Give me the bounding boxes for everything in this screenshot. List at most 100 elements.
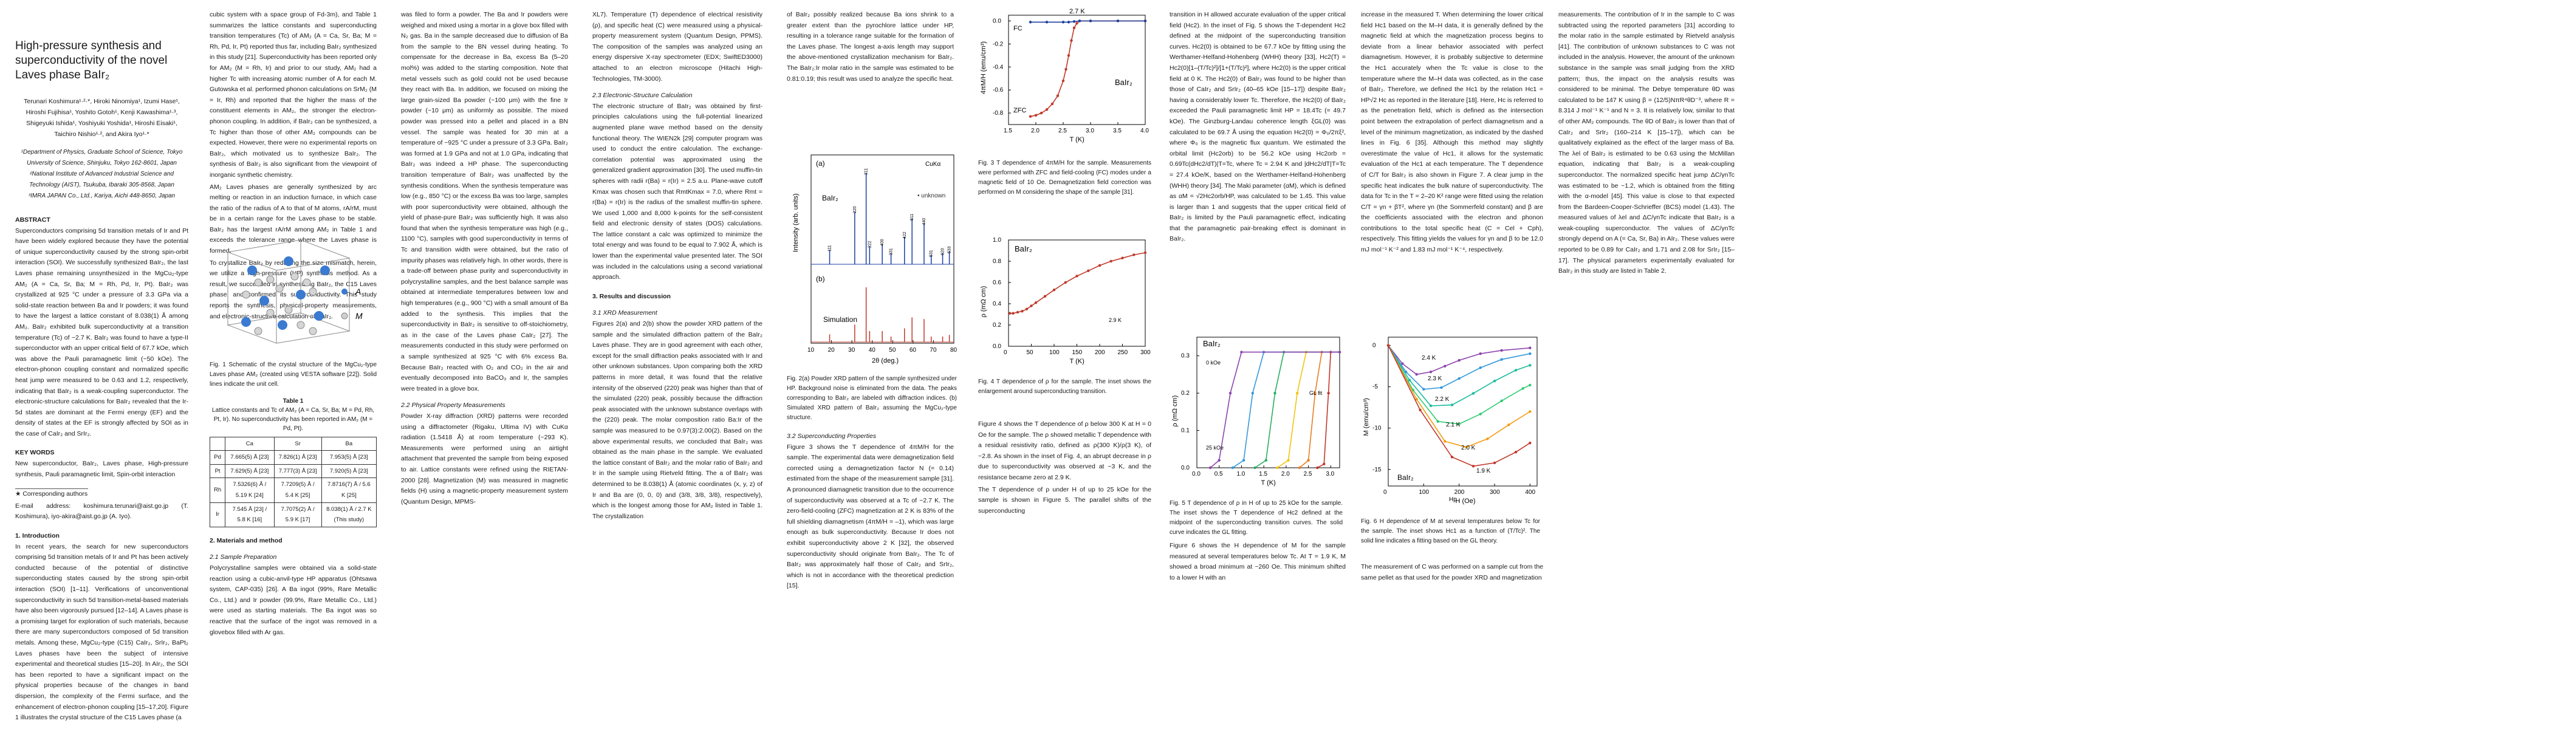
- column-7-lower: Figure 6 shows the H dependence of M for…: [1170, 541, 1346, 584]
- data-point: [1471, 465, 1475, 468]
- x-tick-label: 3.5: [1113, 128, 1122, 134]
- peak-index-label: 400: [880, 239, 885, 246]
- x-tick-label: 100: [1049, 349, 1060, 356]
- series-line: [1232, 351, 1340, 468]
- peak-index-label: 440: [922, 218, 927, 225]
- crystal-structure-figure: A M: [227, 239, 363, 344]
- plot-frame: [1196, 337, 1340, 468]
- series-line: [1276, 351, 1340, 468]
- data-point: [1029, 115, 1032, 118]
- col8-text: increase in the measured T. When determi…: [1361, 11, 1543, 254]
- y-tick-label: -0.8: [993, 110, 1004, 117]
- x-tick-label: 2.0: [1281, 471, 1290, 477]
- data-point: [1415, 397, 1418, 401]
- x-tick-label: 0.0: [1192, 471, 1201, 477]
- abstract-text: Superconductors comprising 5d transition…: [15, 227, 188, 437]
- atom-M: [309, 327, 317, 335]
- panel-a-label: (a): [816, 159, 825, 168]
- data-point: [1500, 349, 1503, 352]
- data-point: [1029, 21, 1032, 24]
- chart-annotation: 25 kOe: [1206, 445, 1224, 451]
- data-point: [1296, 391, 1299, 395]
- data-point: [1087, 269, 1090, 272]
- x-tick-label: 1.5: [1004, 128, 1012, 134]
- chart-annotation: BaIr₂: [1115, 78, 1132, 87]
- x-tick-label: 250: [1118, 349, 1128, 356]
- data-point: [1061, 21, 1065, 24]
- series-line: [1299, 351, 1340, 468]
- peak-index-label: 533: [948, 246, 952, 253]
- data-point: [1143, 19, 1147, 22]
- x-tick-label: 30: [848, 347, 855, 354]
- col8-text-b: The measurement of C was performed on a …: [1361, 563, 1543, 581]
- peak-index-label: 222: [868, 241, 872, 248]
- series-line: [1317, 351, 1340, 468]
- data-point: [1034, 114, 1038, 117]
- x-tick-label: 10: [807, 347, 815, 354]
- atom-A: [278, 320, 287, 330]
- chart-annotation: GL fit: [1309, 390, 1323, 396]
- series-line: [1010, 252, 1146, 314]
- x-tick-label: 3.0: [1086, 128, 1094, 134]
- legend-atom-A: A: [341, 287, 361, 296]
- col2-text-a: cubic system with a space group of Fd-3m…: [210, 11, 377, 179]
- column-6-lower: Figure 4 shows the T dependence of ρ bel…: [978, 419, 1151, 518]
- x-tick-label: 70: [930, 347, 937, 354]
- x-tick-label: 300: [1140, 349, 1151, 356]
- chart-annotation: 1.9 K: [1476, 468, 1491, 474]
- atom-A: [296, 290, 306, 299]
- data-point: [1231, 466, 1234, 470]
- data-point: [1529, 410, 1532, 413]
- data-point: [1061, 79, 1065, 83]
- x-axis-label: 2θ (deg.): [872, 357, 899, 364]
- x-tick-label: 4.0: [1140, 128, 1149, 134]
- x-tick-label: 20: [828, 347, 835, 354]
- data-point: [1521, 387, 1524, 390]
- fig1-caption: Fig. 1 Schematic of the crystal structur…: [210, 361, 377, 388]
- fig6-svg: 0 100 200 300 400 0 -5 -10 -15 H (Oe) M (emu/cm³) 2…: [1363, 337, 1538, 505]
- data-point: [1500, 399, 1503, 403]
- data-point: [1493, 461, 1496, 465]
- data-point: [1116, 19, 1120, 22]
- col5-text: of BaIr₂ possibly realized because Ba io…: [787, 11, 954, 83]
- atom-M: [284, 306, 293, 314]
- atom-M: [242, 290, 250, 299]
- series-line: [1030, 20, 1145, 117]
- affiliation-2: ²National Institute of Advanced Industri…: [29, 171, 174, 188]
- data-point: [1043, 295, 1047, 298]
- data-point: [1075, 275, 1078, 278]
- data-point: [1240, 351, 1243, 354]
- data-point: [1050, 102, 1054, 106]
- chart-annotation: BaIr₂: [1397, 473, 1414, 482]
- atom-A: [241, 317, 251, 327]
- series-line: [1388, 345, 1530, 425]
- series-line: [1388, 345, 1530, 390]
- y-tick-label: -0.2: [993, 41, 1004, 47]
- electronic-structure-subheading: 2.3 Electronic-Structure Calculation: [592, 92, 693, 100]
- chart-annotation: FC: [1013, 25, 1023, 32]
- y-axis-label: Intensity (arb. units): [792, 193, 800, 252]
- y-tick-label: 0.1: [1181, 428, 1190, 434]
- x-tick-label: 50: [1027, 349, 1034, 356]
- data-point: [1479, 412, 1482, 416]
- atom-M: [254, 278, 262, 287]
- keywords-text: New superconductor, BaIr₂, Laves phase, …: [15, 460, 188, 478]
- data-point: [1242, 459, 1245, 462]
- data-point: [1514, 369, 1518, 372]
- x-axis-label: T (K): [1261, 479, 1276, 487]
- keywords-heading: KEY WORDS: [15, 449, 55, 457]
- y-axis-label: 4πM/H (emu/cm³): [980, 41, 987, 94]
- data-point: [1253, 466, 1256, 470]
- col4-text-b: The electronic structure of BaIr₂ was ob…: [592, 102, 762, 281]
- data-point: [1500, 358, 1503, 361]
- data-point: [1327, 391, 1330, 395]
- data-point: [1429, 370, 1433, 374]
- data-point: [1514, 450, 1518, 454]
- atom-A: [314, 311, 324, 321]
- corresponding-note: ★ Corresponding authors: [15, 490, 88, 498]
- x-tick-label: 1.5: [1259, 471, 1267, 477]
- col9-text: measurements. The contribution of Ir in …: [1558, 11, 1735, 275]
- atom-A: [284, 256, 293, 266]
- table-row: Rh 7.5326(6) Å / 5.19 K [24] 7.7209(5) Å /…: [209, 477, 377, 503]
- atom-M: [275, 284, 284, 293]
